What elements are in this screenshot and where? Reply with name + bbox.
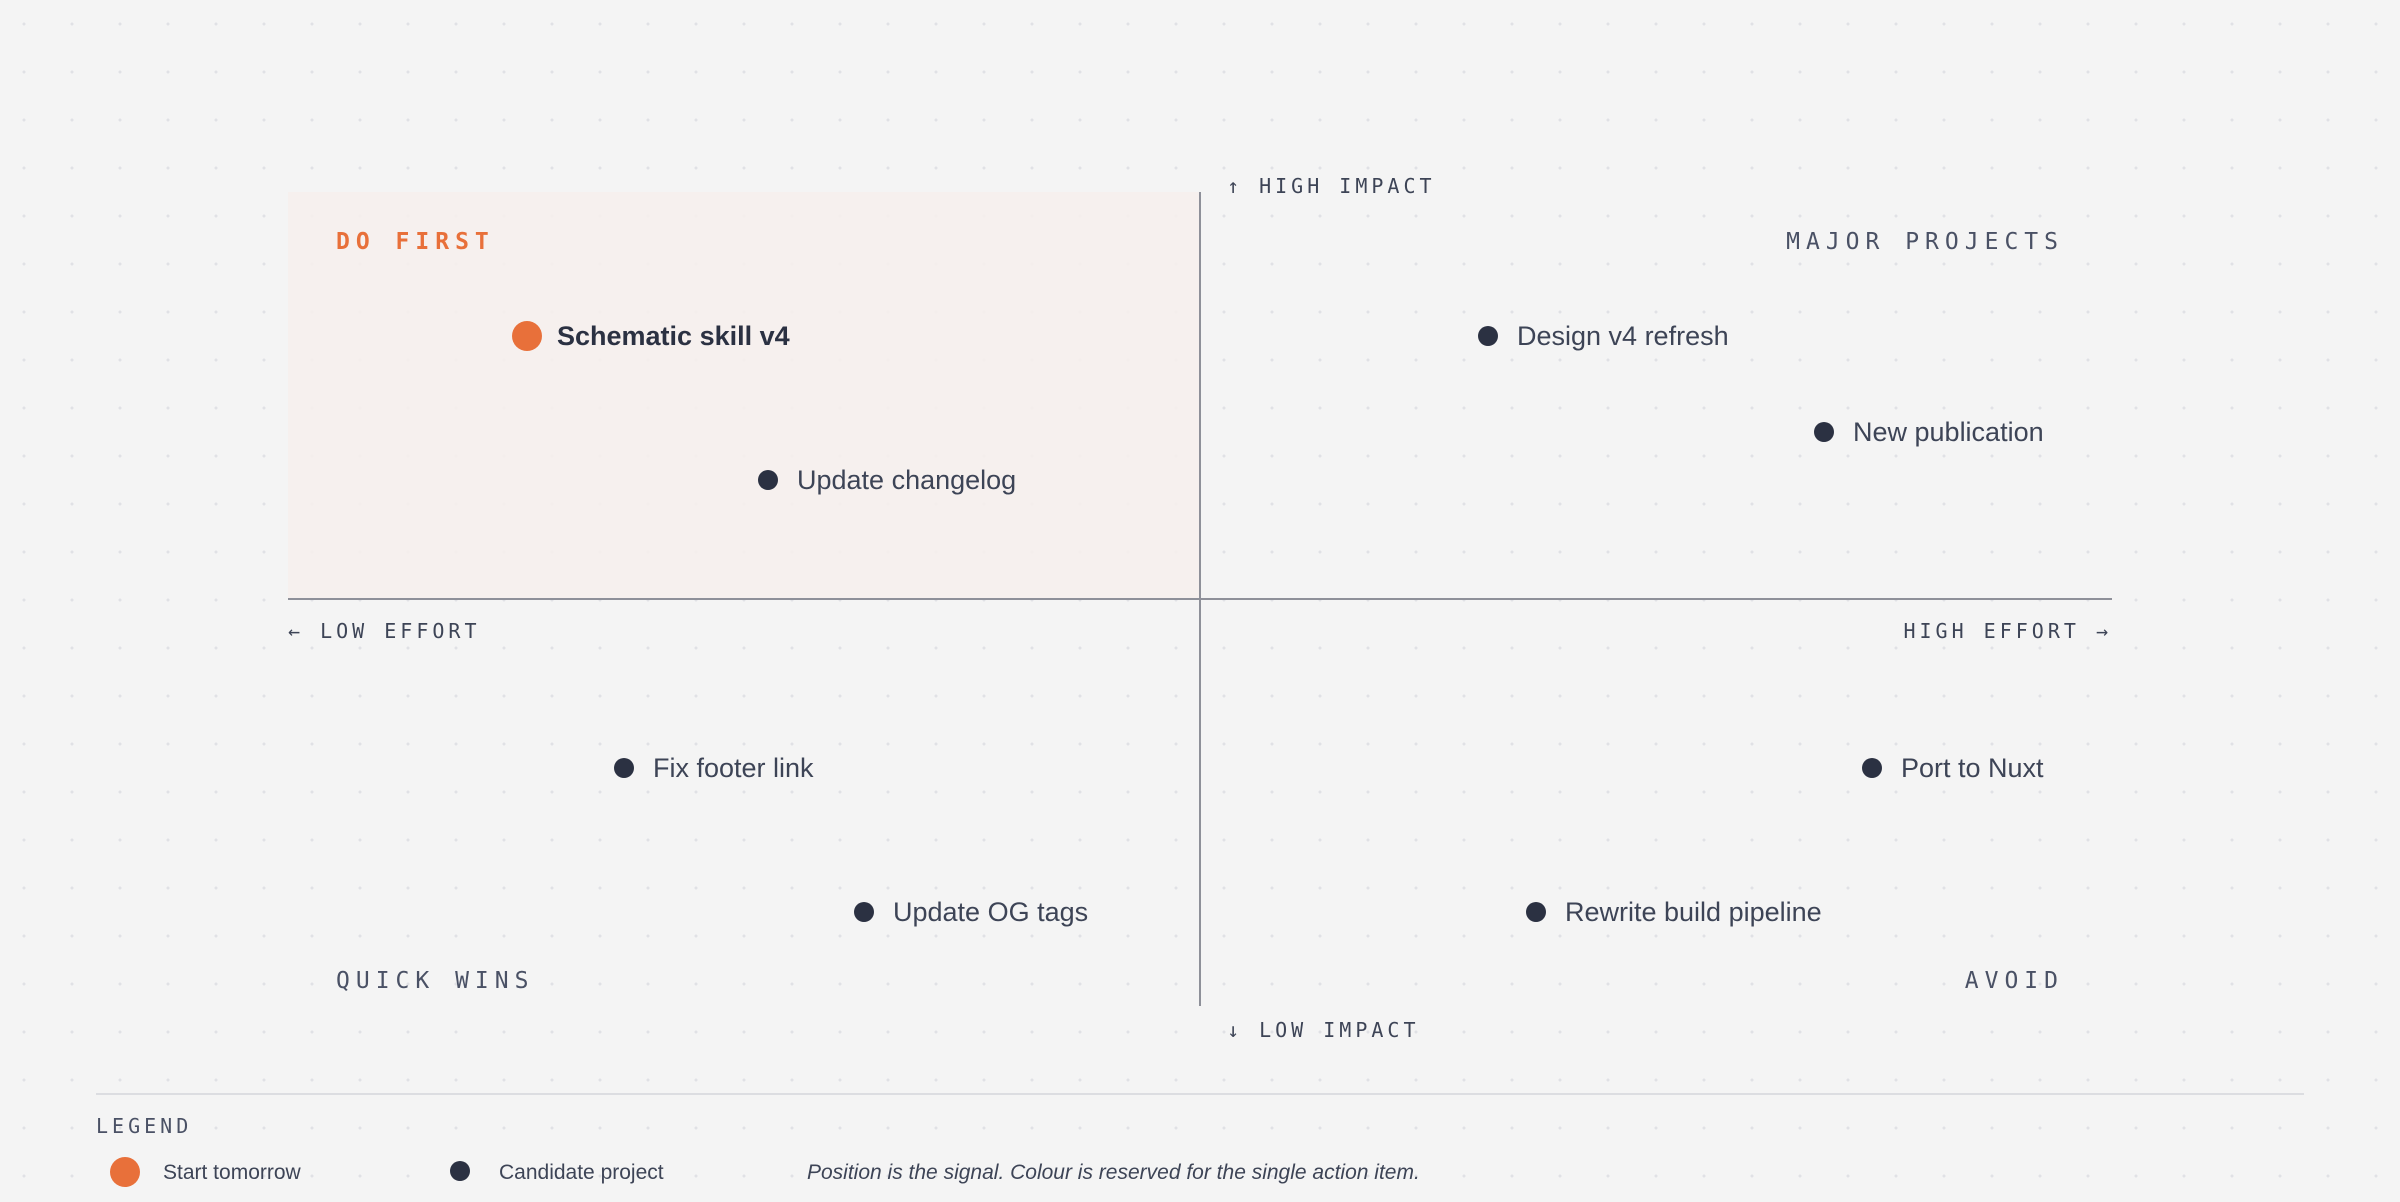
item-marker — [758, 470, 778, 490]
item-marker — [614, 758, 634, 778]
legend-divider — [96, 1093, 2304, 1095]
effort-axis — [288, 598, 2112, 600]
legend-candidate-label: Candidate project — [499, 1161, 664, 1184]
axis-label-high-effort: HIGH EFFORT → — [1903, 619, 2112, 643]
item-label: Schematic skill v4 — [557, 321, 790, 351]
item-marker — [1526, 902, 1546, 922]
legend-title: LEGEND — [96, 1114, 193, 1138]
item-marker — [512, 321, 542, 351]
item-marker — [1814, 422, 1834, 442]
item-label: New publication — [1853, 417, 2044, 447]
item-label: Update changelog — [797, 465, 1017, 495]
quadrant-label-avoid: AVOID — [1964, 968, 2064, 994]
item-label: Fix footer link — [653, 753, 814, 783]
axis-label-low-effort: ← LOW EFFORT — [288, 619, 481, 643]
quadrant-label-do-first: DO FIRST — [336, 229, 495, 255]
quadrant-label-major-projects: MAJOR PROJECTS — [1786, 229, 2064, 255]
item-marker — [854, 902, 874, 922]
item-label: Rewrite build pipeline — [1565, 897, 1822, 927]
legend-start-tomorrow-marker — [110, 1157, 140, 1187]
axis-label-high-impact: ↑ HIGH IMPACT — [1227, 174, 1436, 198]
legend-note: Position is the signal. Colour is reserv… — [807, 1161, 1420, 1184]
item-marker — [1478, 326, 1498, 346]
item-label: Port to Nuxt — [1901, 753, 2044, 783]
do-first-highlight-zone — [288, 192, 1200, 599]
quadrant-label-quick-wins: QUICK WINS — [336, 968, 535, 994]
item-label: Update OG tags — [893, 897, 1089, 927]
axis-label-low-impact: ↓ LOW IMPACT — [1227, 1018, 1420, 1042]
legend-candidate-marker — [450, 1161, 470, 1181]
item-label: Design v4 refresh — [1517, 321, 1729, 351]
legend-start-tomorrow-label: Start tomorrow — [163, 1161, 301, 1184]
item-marker — [1862, 758, 1882, 778]
